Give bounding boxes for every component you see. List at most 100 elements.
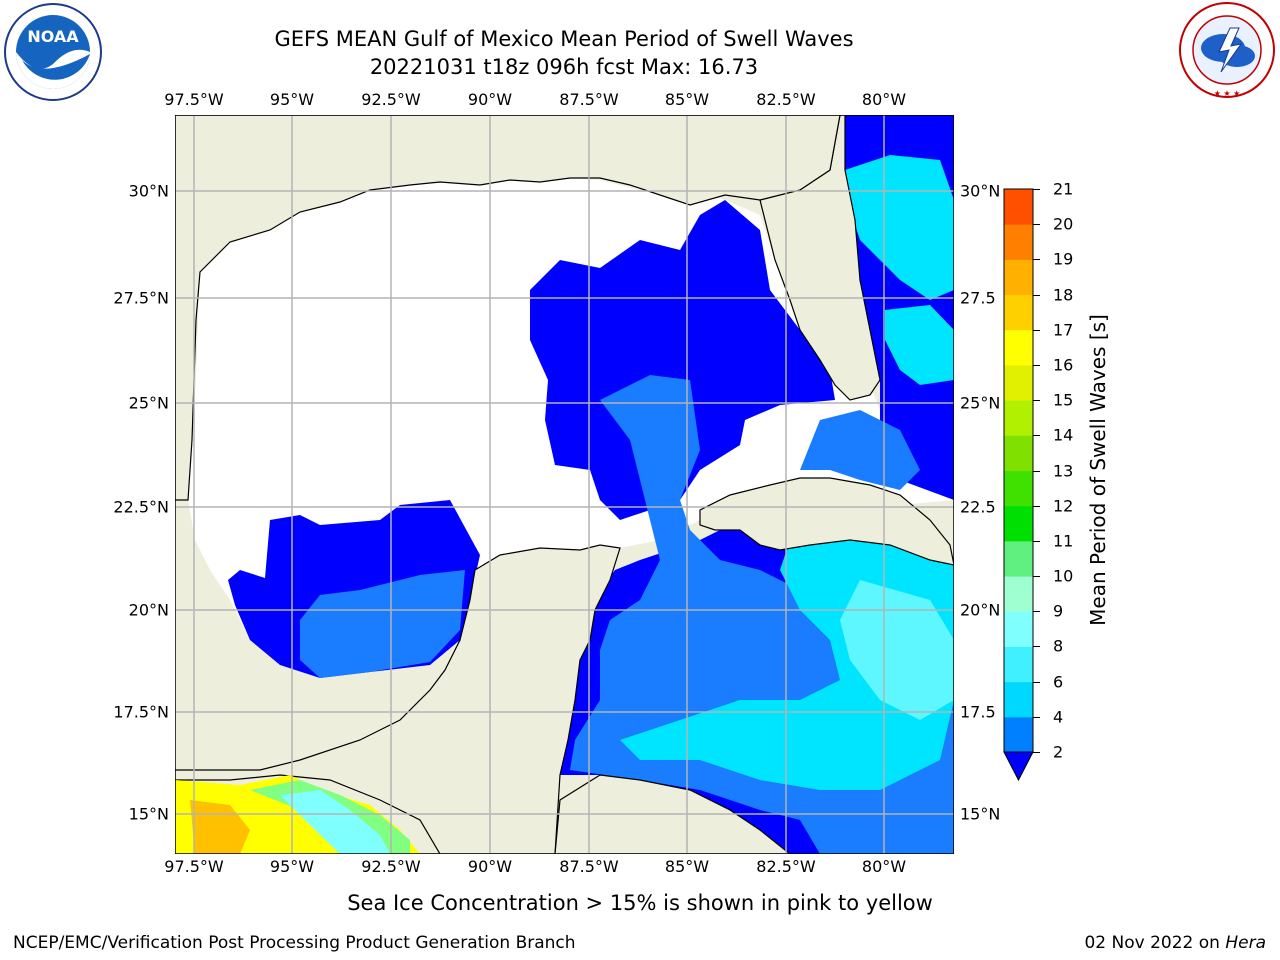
colorbar-tick-mark [1033,435,1040,437]
colorbar-tick-mark [1033,505,1040,507]
lon-tick-bottom: 82.5°W [756,857,816,876]
colorbar-tick: 6 [1053,672,1064,692]
colorbar-tick-mark [1033,716,1040,718]
lat-tick-left: 15°N [128,804,169,824]
lon-tick-bottom: 97.5°W [164,857,224,876]
colorbar-tick-mark [1033,681,1040,683]
colorbar-tick: 14 [1053,425,1074,445]
lon-tick-top: 90°W [467,90,513,109]
nws-logo: ★ ★ ★ [1179,2,1275,98]
colorbar-tick-mark [1033,611,1040,613]
colorbar-segment [1004,716,1033,753]
lon-tick-top: 85°W [664,90,710,109]
chart-title: GEFS MEAN Gulf of Mexico Mean Period of … [274,27,854,51]
colorbar-tick-mark [1033,646,1040,648]
colorbar-tick: 19 [1053,249,1074,269]
lat-tick-right: 20°N [960,600,1001,620]
swell-band-2-4 [800,410,920,490]
lon-tick-bottom: 85°W [664,857,710,876]
map-panel [175,115,954,854]
colorbar-segment [1004,576,1033,612]
svg-text:★ ★ ★: ★ ★ ★ [1214,89,1241,98]
colorbar-tick-mark [1033,329,1040,331]
lat-tick-left: 22.5°N [113,497,169,517]
colorbar-tick: 15 [1053,390,1074,410]
colorbar-label: Mean Period of Swell Waves [s] [1086,314,1110,626]
colorbar-tick: 18 [1053,285,1074,305]
lon-tick-bottom: 95°W [269,857,315,876]
colorbar-tick: 9 [1053,601,1064,621]
swell-band-2-4 [300,570,465,678]
lon-tick-bottom: 87.5°W [559,857,619,876]
colorbar-tick-mark [1033,224,1040,226]
noaa-logo: NOAA [4,3,102,101]
lat-tick-right: 15°N [960,804,1001,824]
colorbar-segment [1004,611,1033,647]
lat-tick-right: 25°N [960,393,1001,413]
colorbar-tick: 21 [1053,179,1074,199]
colorbar-segment [1004,505,1033,542]
lat-tick-left: 27.5°N [113,288,169,308]
colorbar-segment [1004,540,1033,577]
colorbar-tick: 4 [1053,707,1064,727]
lat-tick-left: 30°N [128,181,169,201]
colorbar-segment [1004,329,1033,366]
colorbar-tick-mark [1033,540,1040,542]
colorbar-segment [1004,400,1033,436]
lon-tick-top: 80°W [861,90,907,109]
gulf-swell-region [530,200,835,520]
lat-tick-right: 30°N [960,181,1001,201]
lon-tick-top: 97.5°W [164,90,224,109]
colorbar-tick: 17 [1053,320,1074,340]
colorbar-tick-mark [1033,400,1040,402]
colorbar-segment [1004,364,1033,401]
colorbar-tick: 13 [1053,461,1074,480]
colorbar-tick: 8 [1053,636,1064,656]
lon-tick-bottom: 92.5°W [361,857,421,876]
colorbar-segment [1004,681,1033,718]
lon-tick-top: 95°W [269,90,315,109]
colorbar-tick-mark [1033,752,1040,753]
colorbar-segment [1004,470,1033,507]
chart-subtitle: 20221031 t18z 096h fcst Max: 16.73 [369,55,759,79]
colorbar-tick: 11 [1053,531,1074,551]
swell-band-6-8 [840,580,954,720]
colorbar-segment [1004,646,1033,683]
swell-band-4-6 [885,305,954,385]
lat-tick-right: 22.5 [960,497,996,517]
noaa-logo-text: NOAA [27,27,79,46]
colorbar-tick: 12 [1053,496,1074,516]
lon-tick-top: 92.5°W [361,90,421,109]
lon-tick-top: 82.5°W [756,90,816,109]
colorbar-segment [1004,189,1033,225]
lat-tick-right: 17.5 [960,702,996,722]
lat-tick-left: 20°N [128,600,169,620]
date-stamp: 02 Nov 2022 on Hera [1084,933,1266,953]
lon-tick-bottom: 80°W [861,857,907,876]
colorbar [1003,188,1034,782]
colorbar-tick-mark [1033,189,1040,190]
colorbar-tick-mark [1033,576,1040,578]
credit-text: NCEP/EMC/Verification Post Processing Pr… [13,933,576,953]
lat-tick-left: 25°N [128,393,169,413]
cuba-land [699,477,954,566]
date-text: 02 Nov 2022 on [1084,933,1220,953]
lon-tick-bottom: 90°W [467,857,513,876]
colorbar-tick: 20 [1053,214,1074,234]
colorbar-segment [1004,259,1033,296]
colorbar-tick-mark [1033,470,1040,472]
pacific-swell-cyan [280,790,390,854]
lat-tick-right: 27.5 [960,288,996,308]
colorbar-tick-mark [1033,364,1040,366]
us-gulf-coast [175,115,841,501]
colorbar-tick: 10 [1053,566,1074,586]
ice-note: Sea Ice Concentration > 15% is shown in … [347,891,933,915]
colorbar-segment [1004,435,1033,471]
colorbar-tick: 16 [1053,355,1074,375]
colorbar-tick: 2 [1053,742,1064,762]
colorbar-tick-mark [1033,259,1040,261]
colorbar-segment [1004,294,1033,331]
colorbar-segment [1004,224,1033,260]
lon-tick-top: 87.5°W [559,90,619,109]
colorbar-under-arrow [1003,751,1034,782]
